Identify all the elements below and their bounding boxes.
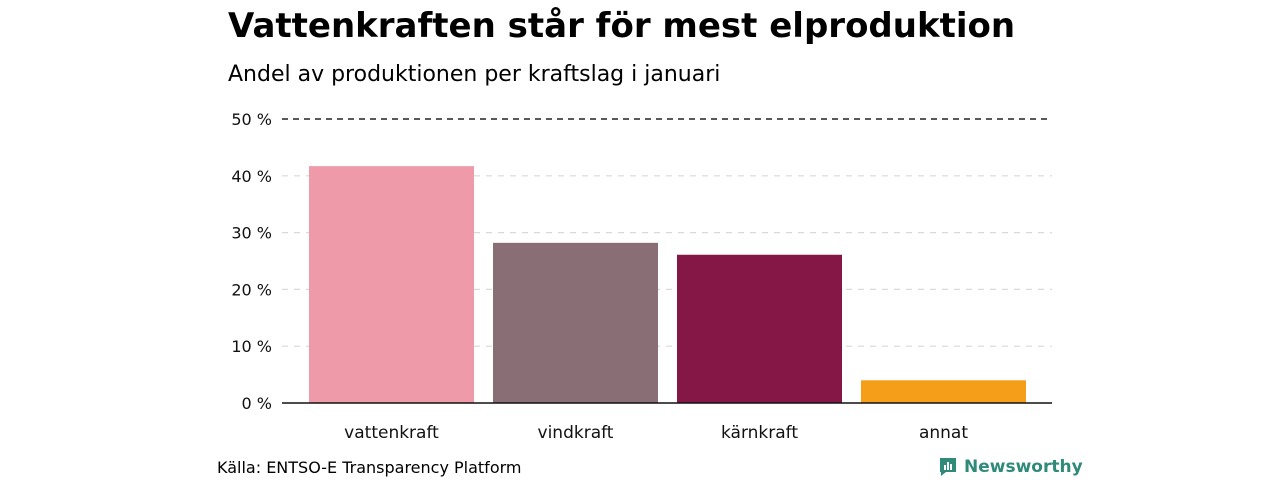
- brand-name: Newsworthy: [964, 457, 1083, 477]
- bar-kärnkraft: [677, 254, 842, 403]
- source-note: Källa: ENTSO-E Transparency Platform: [217, 458, 522, 477]
- newsworthy-logo: Newsworthy: [938, 456, 1083, 478]
- y-tick-label: 20 %: [231, 280, 272, 299]
- newsworthy-icon: [940, 458, 956, 476]
- y-tick-label: 0 %: [242, 394, 272, 413]
- y-tick-label: 10 %: [231, 337, 272, 356]
- bar-vindkraft: [493, 242, 658, 403]
- x-tick-label: kärnkraft: [721, 423, 798, 443]
- chart-subtitle: Andel av produktionen per kraftslag i ja…: [228, 62, 721, 87]
- x-tick-label: annat: [919, 423, 968, 443]
- bar-annat: [861, 380, 1026, 403]
- bar-vattenkraft: [309, 166, 474, 403]
- x-tick-label: vindkraft: [538, 423, 614, 443]
- chart-title: Vattenkraften står för mest elproduktion: [228, 6, 1016, 46]
- y-tick-label: 50 %: [231, 110, 272, 129]
- x-tick-label: vattenkraft: [344, 423, 439, 443]
- y-tick-label: 40 %: [231, 167, 272, 186]
- y-tick-label: 30 %: [231, 224, 272, 243]
